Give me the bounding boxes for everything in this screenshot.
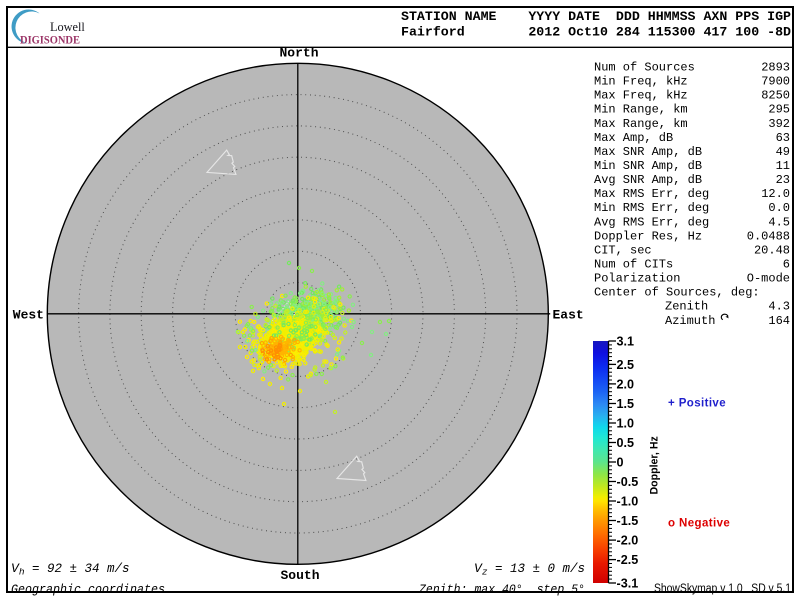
svg-text:DIGISONDE: DIGISONDE xyxy=(20,33,80,47)
svg-text:392: 392 xyxy=(768,117,790,131)
svg-text:West: West xyxy=(13,307,44,322)
svg-text:Azimuth: Azimuth xyxy=(665,314,715,328)
svg-text:Num of Sources: Num of Sources xyxy=(594,61,695,75)
svg-text:8250: 8250 xyxy=(761,89,790,103)
svg-text:Zenith: max 40° step 5°: Zenith: max 40° step 5° xyxy=(418,583,585,597)
svg-text:Vz = 13 ± 0 m/s: Vz = 13 ± 0 m/s xyxy=(474,561,585,578)
svg-text:0: 0 xyxy=(617,456,624,470)
svg-text:-1.0: -1.0 xyxy=(617,495,639,509)
svg-text:49: 49 xyxy=(776,145,790,159)
svg-text:Min RMS Err, deg: Min RMS Err, deg xyxy=(594,201,709,215)
svg-text:4.5: 4.5 xyxy=(768,215,790,229)
svg-text:South: South xyxy=(280,568,319,583)
svg-text:Center of Sources, deg:: Center of Sources, deg: xyxy=(594,286,760,300)
svg-text:o Negative: o Negative xyxy=(668,518,730,530)
svg-text:Max Freq, kHz: Max Freq, kHz xyxy=(594,89,688,103)
svg-text:295: 295 xyxy=(768,103,790,117)
svg-text:Min Freq, kHz: Min Freq, kHz xyxy=(594,75,688,89)
svg-text:164: 164 xyxy=(768,314,790,328)
svg-text:Num of CITs: Num of CITs xyxy=(594,258,673,272)
svg-text:Min Range, km: Min Range, km xyxy=(594,103,688,117)
svg-text:2.5: 2.5 xyxy=(617,358,635,372)
svg-text:7900: 7900 xyxy=(761,75,790,89)
svg-text:CIT, sec: CIT, sec xyxy=(594,243,652,257)
svg-text:11: 11 xyxy=(776,159,790,173)
svg-text:12.0: 12.0 xyxy=(761,187,790,201)
svg-text:Vh = 92 ± 34 m/s: Vh = 92 ± 34 m/s xyxy=(11,561,130,578)
svg-text:North: North xyxy=(279,46,318,61)
svg-text:2.0: 2.0 xyxy=(617,378,635,392)
svg-text:20.48: 20.48 xyxy=(754,243,790,257)
svg-text:0.5: 0.5 xyxy=(617,436,635,450)
svg-text:Max RMS Err, deg: Max RMS Err, deg xyxy=(594,187,709,201)
svg-text:1.0: 1.0 xyxy=(617,417,635,431)
svg-text:2893: 2893 xyxy=(761,61,790,75)
svg-text:6: 6 xyxy=(783,258,790,272)
svg-text:-2.0: -2.0 xyxy=(617,534,639,548)
svg-text:Avg SNR Amp, dB: Avg SNR Amp, dB xyxy=(594,173,702,187)
svg-text:23: 23 xyxy=(776,173,790,187)
svg-text:East: East xyxy=(553,307,584,322)
svg-text:-0.5: -0.5 xyxy=(617,475,639,489)
svg-text:Zenith: Zenith xyxy=(665,300,708,314)
svg-text:63: 63 xyxy=(776,131,790,145)
svg-text:Doppler Res, Hz: Doppler Res, Hz xyxy=(594,229,702,243)
svg-text:+ Positive: + Positive xyxy=(668,398,726,410)
svg-text:-1.5: -1.5 xyxy=(617,514,639,528)
svg-text:Max Range, km: Max Range, km xyxy=(594,117,688,131)
svg-text:Max SNR Amp, dB: Max SNR Amp, dB xyxy=(594,145,702,159)
svg-text:Min SNR Amp, dB: Min SNR Amp, dB xyxy=(594,159,702,173)
svg-text:-2.5: -2.5 xyxy=(617,553,639,567)
svg-text:1.5: 1.5 xyxy=(617,397,635,411)
svg-text:3.1: 3.1 xyxy=(617,335,635,349)
svg-text:Doppler, Hz: Doppler, Hz xyxy=(649,436,661,494)
svg-text:STATION NAME YYYY DATE DDD: STATION NAME YYYY DATE DDD HHMMSS AXN PP… xyxy=(401,9,791,24)
svg-text:ShowSkymap v 1.0 SD v 5.1: ShowSkymap v 1.0 SD v 5.1 xyxy=(654,583,791,595)
svg-text:O-mode: O-mode xyxy=(747,272,790,286)
svg-text:-3.1: -3.1 xyxy=(617,577,639,591)
svg-text:Geographic coordinates: Geographic coordinates xyxy=(11,583,165,597)
svg-text:0.0488: 0.0488 xyxy=(747,229,790,243)
svg-text:Polarization: Polarization xyxy=(594,272,680,286)
svg-text:Lowell: Lowell xyxy=(50,20,85,34)
svg-text:Avg RMS Err, deg: Avg RMS Err, deg xyxy=(594,215,709,229)
svg-text:Fairford 2012 Oct10 284: Fairford 2012 Oct10 284 115300 417 100 -… xyxy=(401,25,791,40)
svg-text:0.0: 0.0 xyxy=(768,201,790,215)
svg-text:4.3: 4.3 xyxy=(768,300,790,314)
svg-text:Max Amp, dB: Max Amp, dB xyxy=(594,131,673,145)
